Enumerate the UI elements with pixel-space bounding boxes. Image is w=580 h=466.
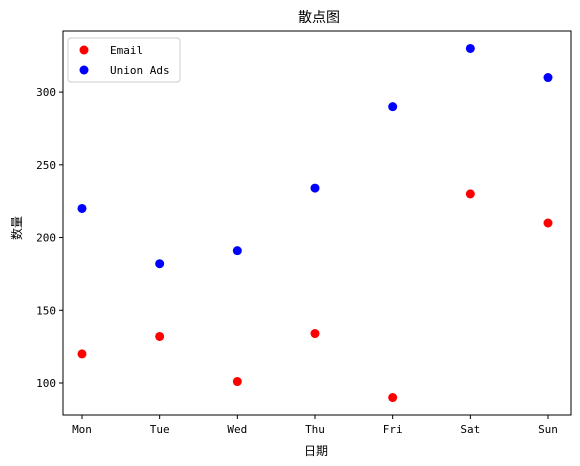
email-point xyxy=(232,377,242,387)
legend-marker-email xyxy=(79,45,89,55)
union-ads-point xyxy=(155,259,165,269)
x-tick-label: Thu xyxy=(305,423,325,436)
y-tick-label: 250 xyxy=(36,159,56,172)
legend: Email Union Ads xyxy=(67,37,181,83)
chart-title: 散点图 xyxy=(298,10,340,26)
union-ads-point xyxy=(388,102,398,112)
email-point xyxy=(155,331,165,341)
union-ads-point xyxy=(232,246,242,256)
union-ads-point xyxy=(543,73,553,83)
data-points xyxy=(77,43,553,403)
x-tick-label: Tue xyxy=(150,423,170,436)
plot-area xyxy=(62,30,572,416)
x-tick-label: Sun xyxy=(538,423,558,436)
y-tick-label: 200 xyxy=(36,232,56,245)
y-axis-label: 数量 xyxy=(9,216,24,240)
union-ads-point xyxy=(310,183,320,193)
legend-label-union-ads: Union Ads xyxy=(110,64,170,77)
x-axis-label: 日期 xyxy=(304,444,328,458)
legend-box xyxy=(67,37,181,83)
legend-marker-union-ads xyxy=(79,65,89,75)
y-tick-label: 100 xyxy=(36,377,56,390)
email-point xyxy=(465,189,475,199)
y-tick-label: 300 xyxy=(36,86,56,99)
y-tick-label: 150 xyxy=(36,304,56,317)
axis-ticks: Mon Tue Wed Thu Fri Sat Sun 100 150 200 250 300 xyxy=(36,86,558,436)
x-tick-label: Mon xyxy=(72,423,92,436)
email-point xyxy=(77,349,87,359)
x-tick-label: Fri xyxy=(383,423,403,436)
email-point xyxy=(543,218,553,228)
x-tick-label: Sat xyxy=(460,423,480,436)
x-tick-label: Wed xyxy=(227,423,247,436)
union-ads-point xyxy=(77,203,87,213)
email-point xyxy=(388,393,398,403)
legend-label-email: Email xyxy=(110,44,143,57)
union-ads-point xyxy=(465,43,475,53)
email-point xyxy=(310,329,320,339)
